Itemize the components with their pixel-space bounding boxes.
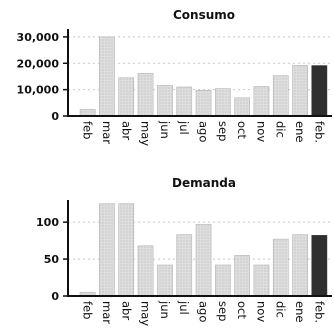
consumo-x-tick-label: jun (158, 120, 172, 139)
consumo-y-tick-label: 10,000 (17, 84, 60, 97)
demanda-bar-ago (195, 224, 212, 297)
consumo-bar-nov (253, 86, 270, 117)
demanda-x-tick-label: jul (177, 300, 191, 315)
consumo-bar-feb-hl (311, 65, 328, 117)
demanda-bar-ene (292, 234, 308, 297)
demanda-x-tick-label: dic (274, 301, 288, 318)
consumo-x-tick-label: may (139, 121, 153, 146)
consumo-x-tick-label: dic (274, 121, 288, 138)
demanda-bar-jul (176, 234, 193, 297)
consumo-x-tick-label: feb (81, 121, 95, 139)
consumo-bar-jun (157, 85, 173, 117)
consumo-chart: Consumo feb mar abr may jun jul ago sep oct nov dic… (17, 8, 332, 146)
consumo-x-tick-label: ene (293, 121, 307, 142)
demanda-bar-dic (272, 238, 289, 297)
consumo-x-tick-label: feb. (312, 121, 326, 143)
consumo-x-tick-label: ago (197, 121, 211, 142)
consumo-bar-oct (234, 97, 251, 117)
demanda-bar-abr (118, 203, 135, 297)
consumo-y-tick-label: 0 (51, 110, 59, 123)
demanda-bar-feb-hl (311, 235, 328, 297)
demanda-bar-jun (157, 264, 173, 297)
demanda-bar-nov (253, 264, 270, 297)
consumo-x-tick-label: oct (235, 121, 249, 139)
consumo-bar-ene (292, 65, 308, 117)
consumo-bar-abr (118, 77, 135, 117)
consumo-bar-mar (99, 36, 115, 117)
demanda-x-tick-label: may (139, 301, 153, 326)
consumo-x-tick-label: sep (216, 121, 230, 141)
consumo-y-tick-label: 20,000 (17, 57, 60, 70)
demanda-y-tick-label: 100 (36, 216, 59, 229)
demanda-x-tick-label: nov (254, 301, 268, 322)
consumo-bar-jul (176, 86, 193, 117)
demanda-chart-title: Demanda (172, 176, 236, 190)
consumo-x-tick-label: nov (254, 121, 268, 142)
consumo-y-tick-label: 30,000 (17, 31, 60, 44)
consumo-bar-ago (195, 89, 212, 117)
demanda-bar-oct (234, 255, 251, 297)
consumo-x-tick-label: mar (100, 121, 114, 144)
demanda-x-tick-label: mar (100, 301, 114, 324)
demanda-x-tick-label: oct (235, 301, 249, 319)
demanda-x-tick-label: feb. (312, 301, 326, 323)
demanda-x-tick-label: ene (293, 301, 307, 322)
consumo-bar-may (137, 73, 154, 117)
consumo-bar-dic (272, 75, 289, 117)
consumo-chart-title: Consumo (173, 8, 235, 22)
demanda-x-tick-label: jun (158, 300, 172, 319)
demanda-x-tick-label: abr (119, 301, 133, 320)
demanda-bar-sep (215, 264, 231, 297)
demanda-x-tick-label: ago (197, 301, 211, 322)
consumo-x-tick-label: jul (177, 120, 191, 135)
demanda-bar-may (137, 245, 154, 297)
demanda-x-tick-label: sep (216, 301, 230, 321)
consumo-bar-sep (215, 88, 231, 117)
demanda-y-tick-label: 50 (44, 253, 60, 266)
demanda-bar-mar (99, 203, 115, 297)
demanda-y-tick-label: 0 (51, 290, 59, 303)
consumo-x-tick-label: abr (119, 121, 133, 140)
demanda-x-tick-label: feb (81, 301, 95, 319)
demanda-chart: Demanda feb mar abr may jun jul ago sep oct nov dic… (36, 176, 332, 326)
